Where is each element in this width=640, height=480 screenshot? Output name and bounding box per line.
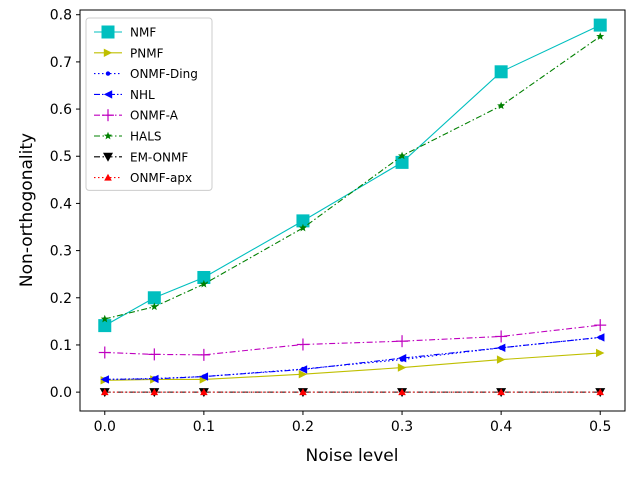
- legend-label: NMF: [130, 26, 156, 40]
- data-point: [100, 314, 109, 323]
- data-point: [298, 370, 308, 379]
- legend-label: NHL: [130, 88, 155, 102]
- data-point: [296, 338, 309, 351]
- data-point: [298, 223, 307, 232]
- data-point: [98, 319, 112, 333]
- data-point: [398, 151, 407, 160]
- data-point: [150, 302, 159, 311]
- data-point: [199, 372, 209, 381]
- legend-marker: [103, 48, 113, 57]
- data-point: [497, 388, 505, 396]
- legend-frame: [85, 17, 213, 191]
- x-axis-label: Noise level: [306, 446, 399, 466]
- legend-label: EM-ONMF: [130, 150, 188, 164]
- legend-marker: [101, 25, 115, 39]
- series-onmf-apx: [100, 388, 605, 396]
- data-point: [147, 291, 161, 305]
- data-point: [596, 388, 605, 396]
- data-point: [596, 333, 605, 342]
- data-point: [494, 65, 508, 79]
- legend-marker: [104, 173, 112, 181]
- data-point: [398, 388, 406, 396]
- data-point: [496, 355, 506, 364]
- legend-entry: NMF: [94, 25, 156, 40]
- legend-marker: [105, 71, 111, 76]
- series-onmf-a: [98, 319, 607, 361]
- legend-entry: NHL: [94, 88, 155, 102]
- y-tick-label: 0.8: [50, 8, 72, 24]
- x-tick-label: 0.4: [490, 419, 512, 435]
- y-tick-label: 0.4: [50, 196, 72, 212]
- legend-label: ONMF-Ding: [130, 67, 198, 81]
- legend-marker: [103, 90, 113, 99]
- y-tick-label: 0.1: [50, 338, 72, 354]
- y-axis: 0.0 0.1 0.2 0.3 0.4 0.5 0.6 0.7 0.8: [50, 8, 80, 401]
- y-tick-label: 0.0: [50, 385, 72, 401]
- data-point: [148, 348, 161, 361]
- data-point: [100, 375, 109, 384]
- legend-entry: PNMF: [94, 46, 164, 60]
- data-point: [497, 101, 506, 110]
- y-tick-label: 0.7: [50, 55, 72, 71]
- data-point: [396, 335, 409, 348]
- data-point: [596, 348, 605, 358]
- series-hals: [100, 32, 605, 323]
- data-point: [199, 279, 208, 288]
- plot-frame: [79, 9, 626, 412]
- y-tick-label: 0.5: [50, 149, 72, 165]
- data-point: [495, 330, 508, 343]
- y-tick-label: 0.3: [50, 244, 72, 260]
- series-nhl: [100, 333, 605, 384]
- data-point: [397, 353, 407, 363]
- series-layer: [98, 18, 607, 398]
- x-tick-label: 0.0: [94, 419, 116, 435]
- x-axis: 0.0 0.1 0.2 0.3 0.4 0.5: [94, 411, 611, 435]
- legend-entry: ONMF-A: [94, 109, 179, 123]
- data-point: [593, 18, 607, 32]
- data-point: [100, 388, 109, 396]
- legend-label: PNMF: [130, 46, 164, 60]
- legend-entry: HALS: [94, 130, 162, 144]
- data-point: [395, 155, 409, 169]
- data-point: [596, 32, 605, 40]
- y-axis-label: Non-orthogonality: [17, 133, 37, 287]
- y-tick-label: 0.6: [50, 102, 72, 118]
- x-tick-label: 0.2: [292, 419, 314, 435]
- data-point: [496, 343, 506, 352]
- legend-marker: [103, 152, 113, 162]
- data-point: [197, 348, 210, 361]
- data-point: [397, 363, 407, 372]
- x-tick-label: 0.5: [589, 419, 611, 435]
- x-tick-label: 0.3: [391, 419, 413, 435]
- legend-marker: [102, 109, 114, 122]
- y-tick-label: 0.2: [50, 291, 72, 307]
- data-point: [594, 319, 607, 332]
- data-point: [200, 388, 208, 396]
- x-tick-label: 0.1: [193, 419, 215, 435]
- legend-marker: [104, 131, 112, 140]
- data-point: [98, 346, 111, 359]
- legend-label: ONMF-apx: [130, 171, 192, 185]
- legend-entry: EM-ONMF: [94, 150, 188, 164]
- data-point: [150, 388, 159, 396]
- data-point: [298, 365, 308, 374]
- legend-label: ONMF-A: [130, 109, 179, 123]
- legend-entry: ONMF-apx: [94, 171, 192, 185]
- legend-label: HALS: [130, 130, 162, 144]
- data-point: [299, 388, 307, 396]
- series-nmf: [98, 18, 607, 333]
- legend: NMF PNMF ONMF-Ding NHL ONMF-A HALS EM-ONMF ONMF…: [85, 17, 213, 191]
- legend-entry: ONMF-Ding: [94, 67, 198, 81]
- data-point: [150, 374, 159, 384]
